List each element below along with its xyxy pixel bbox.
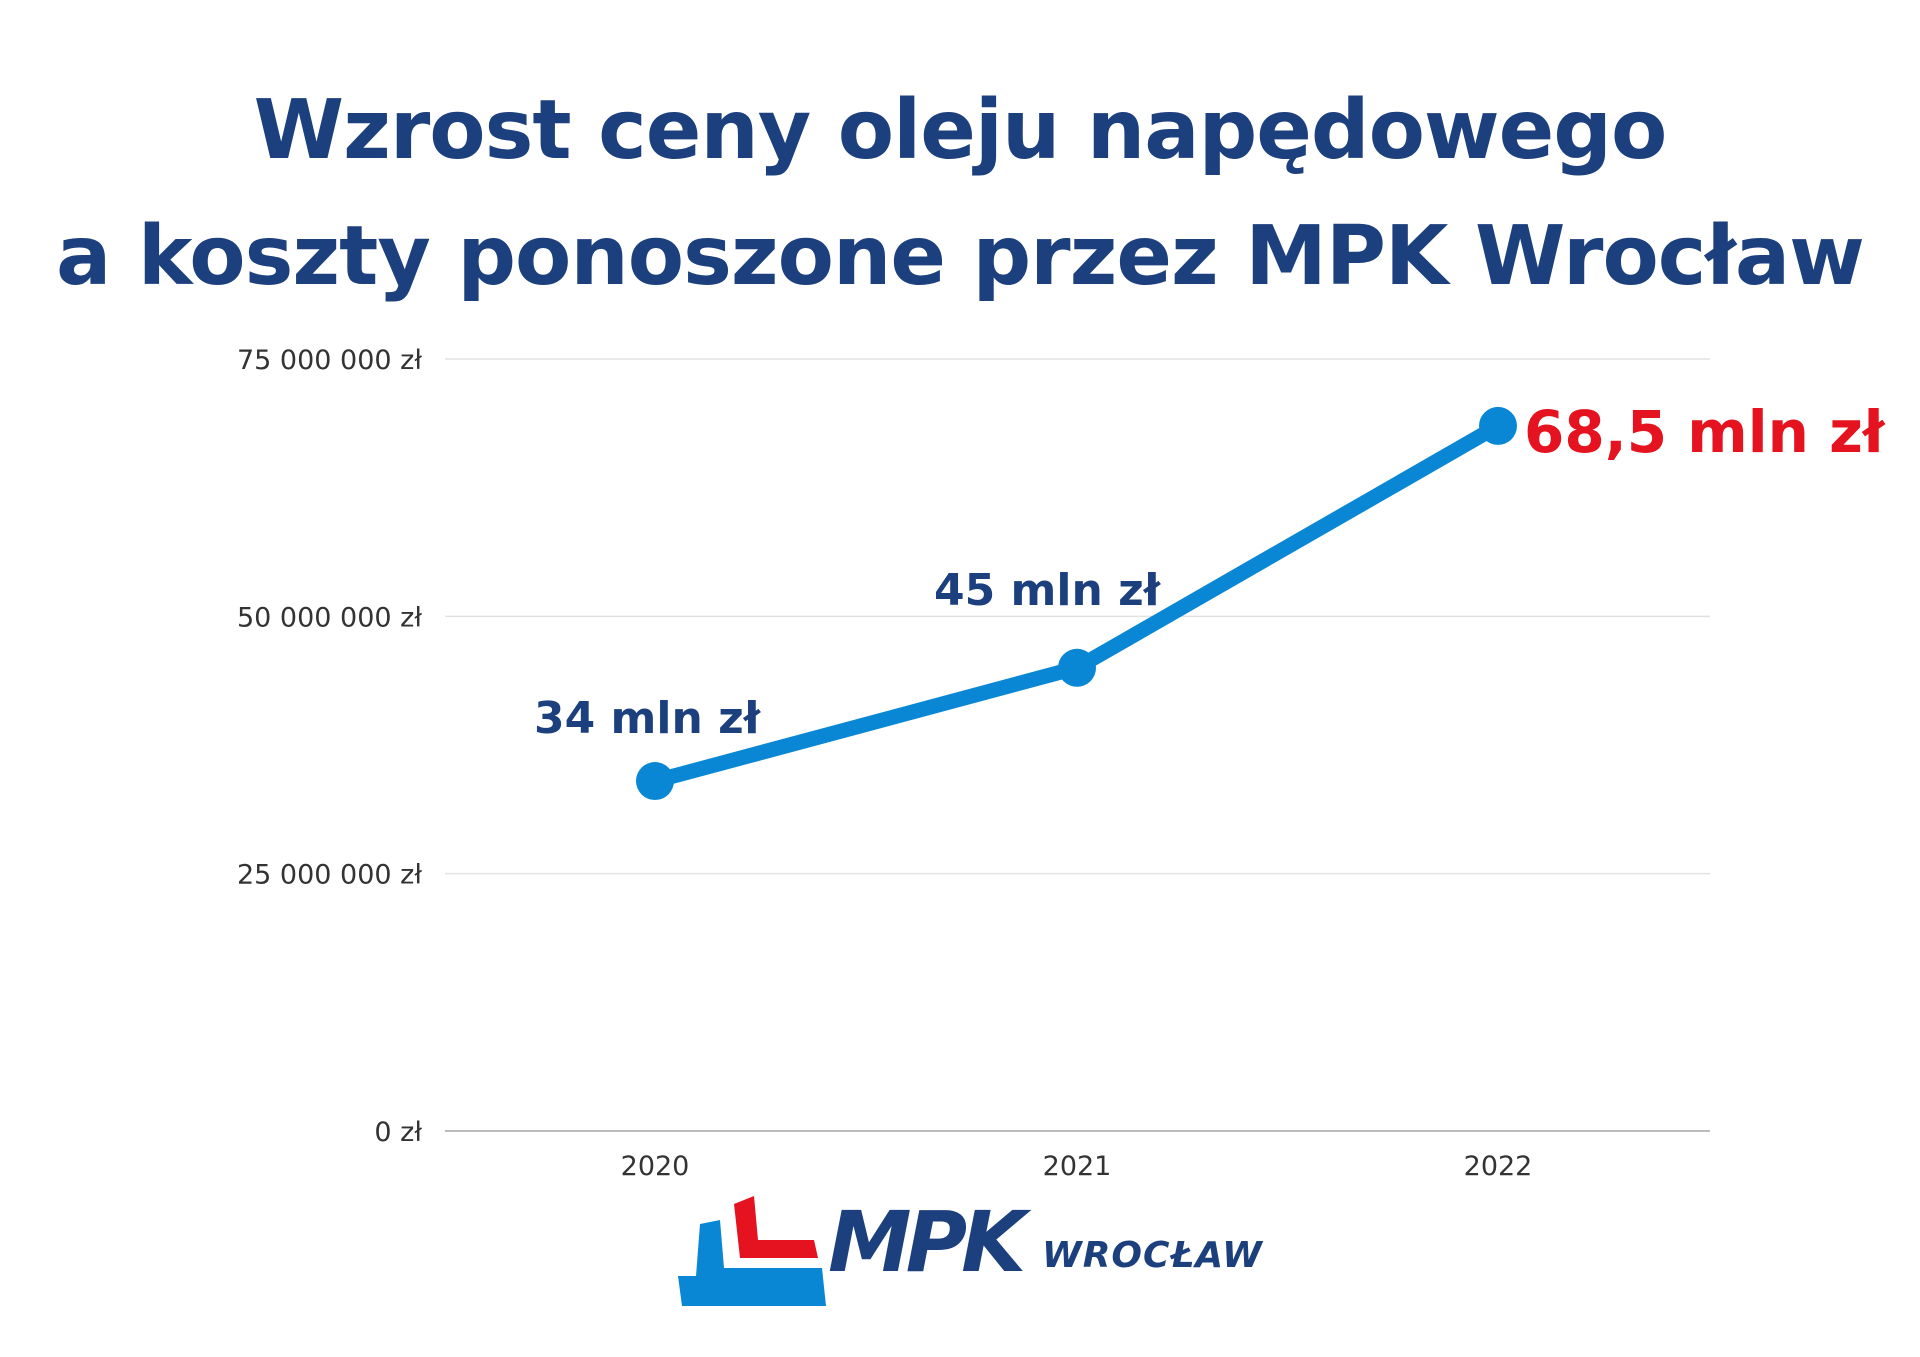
x-tick-label: 2022 (1464, 1151, 1533, 1182)
y-tick-label: 50 000 000 zł (237, 602, 422, 633)
x-tick-label: 2020 (621, 1151, 690, 1182)
data-label: 45 mln zł (934, 565, 1162, 616)
data-point (636, 762, 674, 801)
chart-title: Wzrost ceny oleju napędowego a koszty po… (0, 68, 1920, 320)
chart-title-line-1: Wzrost ceny oleju napędowego (253, 83, 1668, 178)
logo-city-text: WROCŁAW (1042, 1235, 1263, 1276)
y-tick-label: 75 000 000 zł (237, 345, 422, 376)
data-label: 68,5 mln zł (1524, 398, 1886, 466)
y-tick-label: 25 000 000 zł (237, 860, 422, 891)
y-tick-label: 0 zł (374, 1117, 422, 1148)
data-label: 34 mln zł (534, 693, 762, 744)
data-point (1479, 406, 1517, 445)
chart-title-line-2: a koszty ponoszone przez MPK Wrocław (56, 209, 1865, 304)
logo-blue-shape (678, 1220, 826, 1306)
mpk-logo-mark-icon (678, 1196, 826, 1306)
data-point (1058, 648, 1096, 687)
logo-red-shape (734, 1196, 818, 1258)
mpk-wroclaw-logo: MPK WROCŁAW (676, 1193, 1262, 1316)
logo-brand-text: MPK (828, 1193, 1026, 1291)
x-tick-label: 2021 (1043, 1151, 1112, 1182)
